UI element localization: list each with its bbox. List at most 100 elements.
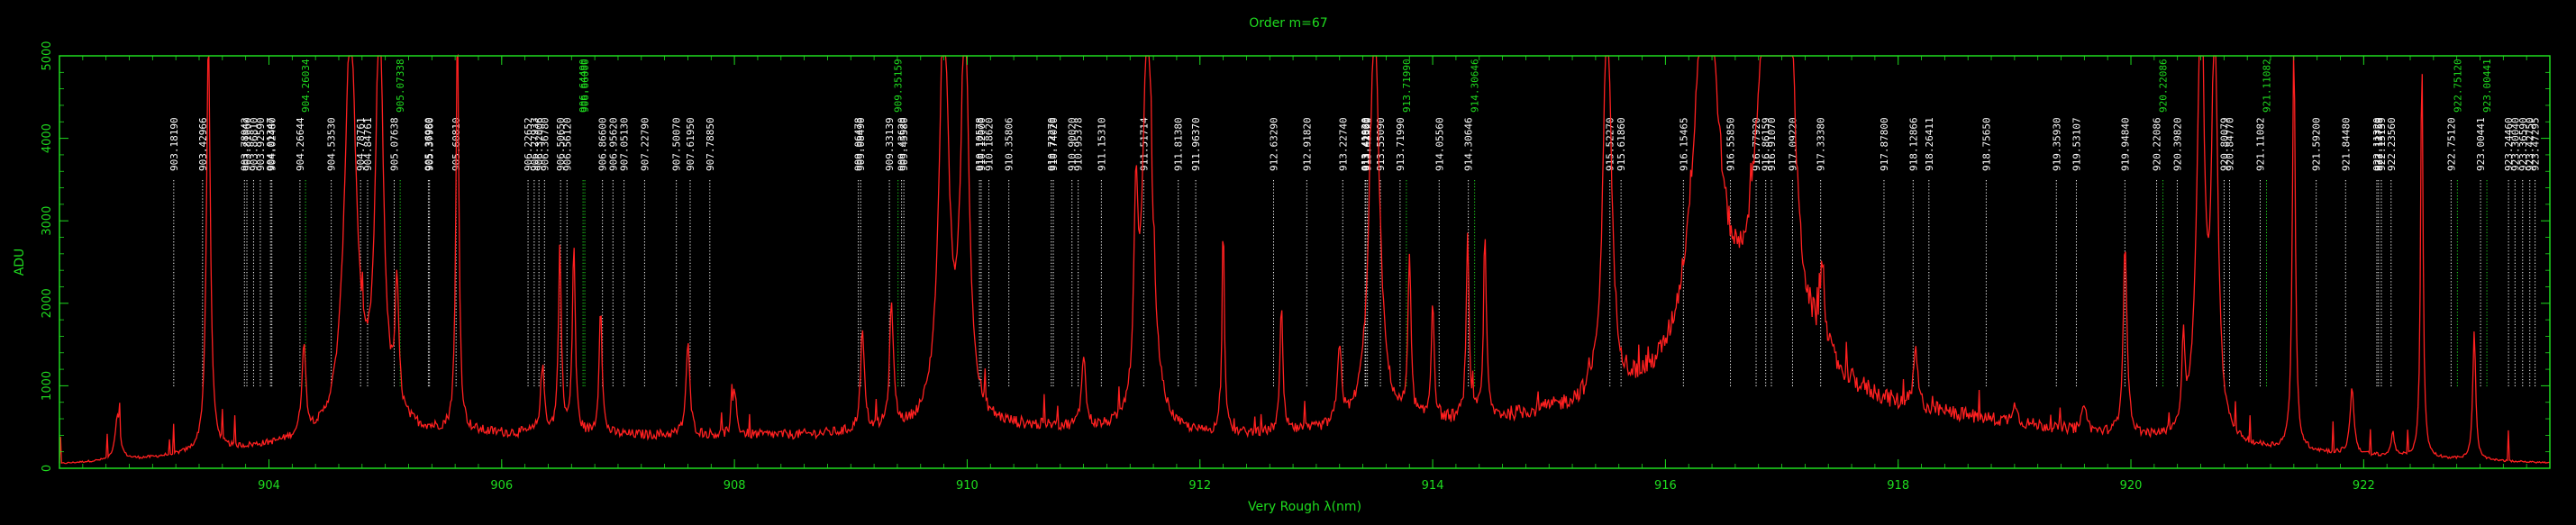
line-id-label: 906.27933 [529,117,541,171]
x-axis: 904 906 908 910 912 914 916 918 920 922 [59,56,2527,493]
line-id-label: 913.71990 [1401,59,1413,113]
line-id-label: 921.11082 [2255,117,2267,171]
line-id-label: 919.53107 [2071,117,2082,171]
line-id-label: 904.02480 [267,117,278,171]
line-id-label: 923.42750 [2525,117,2536,171]
line-id-label: 916.15465 [1678,117,1689,171]
line-id-label: 913.71990 [1395,117,1406,171]
line-id-label: 903.86810 [248,117,259,171]
line-id-label: 920.39820 [2171,117,2183,171]
line-identifications: 903.18190 903.42966 903.78942903.81060903.… [168,59,2542,387]
line-id-label: 912.63290 [1269,117,1280,171]
line-id-label: 916.77920 [1751,117,1762,171]
line-id-label: 916.91070 [1766,117,1778,171]
line-id-label: 920.22086 [2158,59,2170,113]
line-id-label: 923.00441 [2475,117,2487,171]
x-tick-label: 912 [1188,479,1211,493]
line-id-label: 915.52270 [1605,117,1616,171]
line-id-label: 909.45580 [898,117,910,171]
x-tick-label: 916 [1654,479,1677,493]
line-id-label: 905.37960 [424,117,436,171]
line-id-label: 923.36590 [2517,117,2529,171]
line-id-label: 903.92590 [255,117,267,171]
line-id-label: 910.35806 [1004,117,1015,171]
line-id-label: 905.07338 [395,59,406,113]
line-id-label: 904.78761 [355,117,367,171]
line-id-label: 913.22740 [1337,117,1349,171]
line-id-label: 912.91820 [1301,117,1313,171]
line-id-label: 914.05560 [1434,117,1445,171]
line-id-label: 907.05130 [619,117,631,171]
line-id-label: 906.95620 [607,117,619,171]
x-tick-label: 914 [1422,479,1444,493]
line-id-label: 906.64490 [578,59,589,113]
x-tick-label: 906 [490,479,513,493]
line-id-label: 910.95378 [1073,117,1085,171]
line-id-label: 919.94840 [2119,117,2131,171]
line-id-label: 922.75120 [2445,117,2457,171]
line-id-label: 923.00441 [2481,59,2493,113]
line-id-label: 911.51714 [1138,117,1150,171]
x-tick-label: 920 [2120,479,2143,493]
line-id-label: 921.11082 [2262,59,2273,113]
line-id-label: 906.56120 [561,117,573,171]
line-id-label: 906.36780 [539,117,551,171]
line-id-label: 913.55090 [1375,117,1387,171]
line-id-label: 909.33139 [884,117,896,171]
x-tick-label: 904 [258,479,280,493]
y-tick-label: 1000 [41,371,54,401]
line-id-label: 904.01347 [265,117,277,171]
line-id-label: 920.22086 [2152,117,2163,171]
line-id-label: 914.30646 [1470,59,1481,113]
x-axis-label: Very Rough λ(nm) [1248,500,1361,514]
line-id-label: 916.86159 [1761,117,1772,171]
line-id-label: 922.11320 [2371,117,2383,171]
line-id-label: 906.66000 [579,59,591,113]
spectrum-trace [59,53,2551,465]
y-tick-label: 0 [41,465,54,472]
line-id-label: 913.43920 [1362,117,1374,171]
line-id-label: 907.50070 [671,117,683,171]
line-id-label: 919.35930 [2051,117,2062,171]
line-id-label: 913.41920 [1360,117,1371,171]
line-id-label: 906.32006 [533,117,545,171]
spectrum-layer [59,53,2551,465]
line-id-label: 909.06478 [853,117,865,171]
line-id-label: 923.47295 [2530,117,2542,171]
line-id-label: 904.53530 [326,117,338,171]
line-id-label: 910.18620 [983,117,995,171]
line-id-label: 910.12000 [976,117,988,171]
line-id-label: 918.26411 [1924,117,1935,171]
x-tick-label: 910 [956,479,979,493]
line-id-label: 921.84480 [2340,117,2352,171]
plot-frame [59,55,2551,469]
x-tick-label: 918 [1887,479,1909,493]
y-tick-label: 4000 [41,123,54,153]
line-id-label: 906.86600 [597,117,609,171]
chart-title: Order m=67 [1249,16,1327,31]
y-axis-label: ADU [13,249,27,276]
line-id-label: 917.87800 [1879,117,1890,171]
line-id-label: 910.74020 [1048,117,1060,171]
line-id-label: 907.78850 [705,117,716,171]
line-id-label: 920.84770 [2225,117,2236,171]
line-id-label: 911.81380 [1173,117,1185,171]
line-id-label: 909.35159 [893,59,905,113]
line-id-label: 903.78942 [239,117,250,171]
line-id-label: 917.09220 [1787,117,1798,171]
y-axis: 0 1000 2000 3000 4000 5000 [41,41,2550,472]
y-tick-label: 2000 [41,288,54,318]
line-id-label: 920.80079 [2218,117,2230,171]
line-id-label: 918.12866 [1907,117,1919,171]
line-id-label: 904.26644 [295,117,306,171]
line-id-label: 911.15310 [1096,117,1107,171]
line-id-label: 921.59200 [2311,117,2323,171]
line-id-label: 905.07638 [389,117,401,171]
x-tick-label: 922 [2353,479,2375,493]
line-id-label: 903.81060 [241,117,253,171]
line-id-label: 917.33380 [1816,117,1827,171]
line-id-label: 910.90020 [1067,117,1079,171]
line-id-label: 911.96370 [1190,117,1202,171]
line-id-label: 910.10578 [974,117,986,171]
